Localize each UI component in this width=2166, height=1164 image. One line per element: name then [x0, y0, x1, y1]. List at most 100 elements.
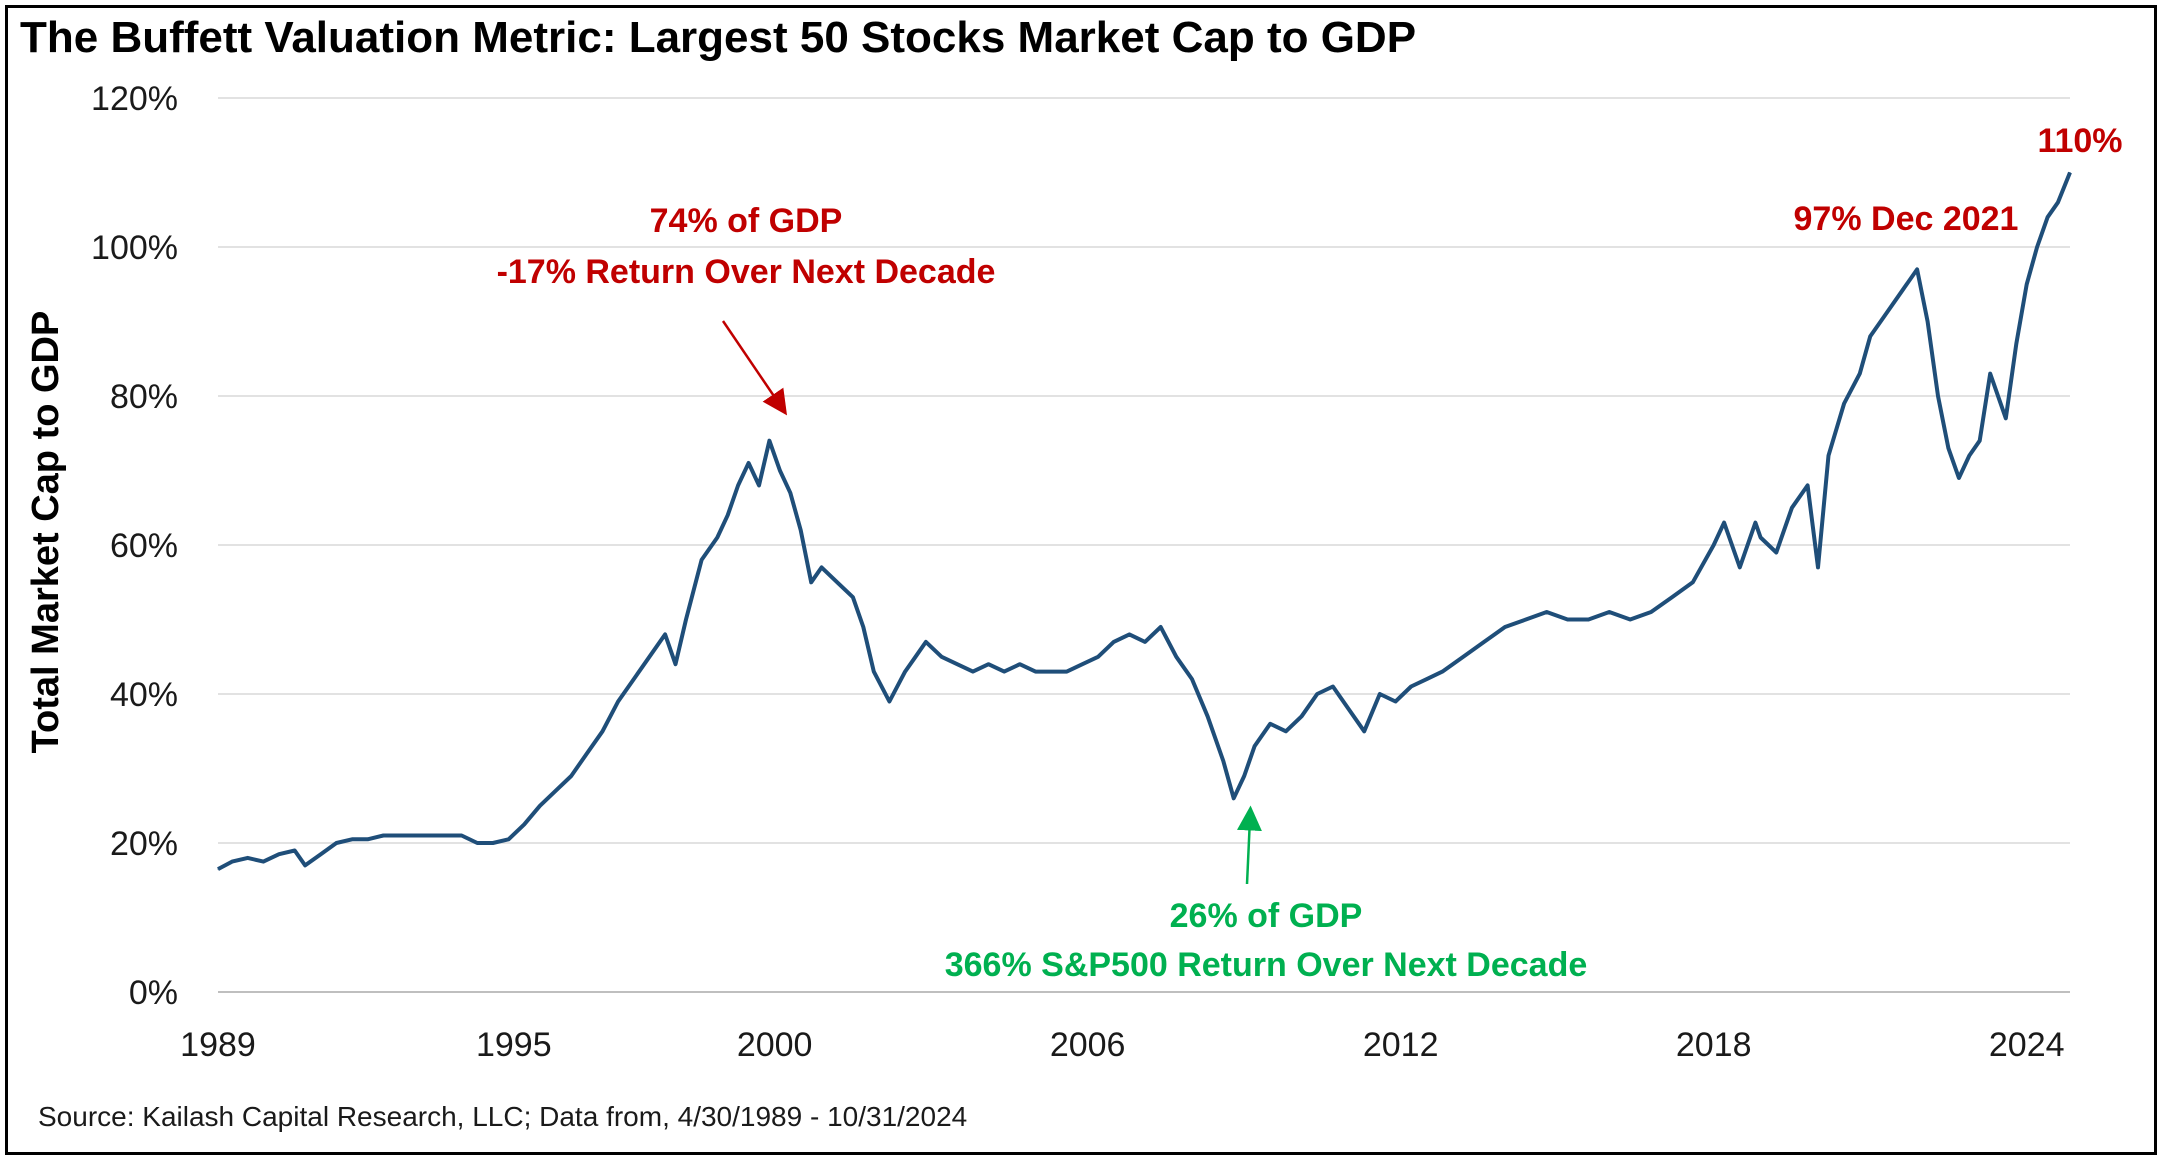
data-point [278, 853, 280, 855]
data-point [1410, 686, 1412, 687]
data-point [1301, 715, 1303, 717]
y-tick-label: 120% [91, 80, 178, 118]
data-point [1958, 477, 1960, 479]
y-tick-label: 20% [110, 825, 178, 863]
data-point [862, 626, 864, 628]
data-point [716, 537, 718, 538]
data-point [2015, 343, 2017, 345]
data-point [1144, 641, 1146, 643]
data-point [1937, 395, 1939, 397]
data-point [1207, 715, 1209, 717]
data-point [1760, 537, 1762, 538]
data-point [941, 656, 943, 658]
data-point [1348, 708, 1349, 710]
data-point [836, 581, 838, 583]
data-point [1713, 544, 1715, 546]
data-point [382, 835, 384, 836]
data-point [1916, 268, 1918, 270]
annotation-trough-line2: 366% S&P500 Return Over Next Decade [945, 946, 1588, 984]
data-point [821, 566, 823, 568]
data-point [304, 864, 306, 866]
data-point [701, 559, 703, 561]
data-point [1791, 507, 1793, 509]
y-axis-label: Total Market Cap to GDP [25, 311, 67, 754]
data-point [1233, 797, 1235, 799]
data-point [1754, 522, 1756, 524]
x-tick-label: 2024 [1989, 1026, 2065, 1064]
data-point [1160, 626, 1162, 628]
data-point [1191, 678, 1193, 680]
data-point [1269, 723, 1271, 725]
data-point [2005, 417, 2007, 419]
data-point [888, 701, 890, 702]
data-point [2036, 246, 2038, 248]
data-point [508, 838, 510, 840]
data-point [2047, 216, 2049, 218]
data-point [915, 656, 916, 658]
data-point [1650, 611, 1652, 613]
data-point [1379, 693, 1381, 695]
data-point [1003, 671, 1005, 673]
data-point [429, 835, 431, 836]
data-point [1869, 335, 1871, 337]
data-point [1097, 656, 1099, 658]
data-point [1243, 775, 1245, 777]
data-point [1885, 313, 1887, 315]
data-point [335, 842, 337, 844]
data-point [476, 842, 478, 844]
data-point [247, 857, 249, 859]
annotation-trough-arrow [1236, 805, 1262, 885]
data-point [1608, 611, 1610, 613]
data-point [1901, 291, 1902, 293]
annotation-peak-line1: 74% of GDP [650, 202, 843, 240]
annotation-trough-line1: 26% of GDP [1170, 897, 1363, 935]
x-tick-label: 1989 [180, 1026, 256, 1064]
data-point [586, 753, 588, 755]
data-point [988, 663, 989, 665]
x-tick-label: 2000 [737, 1026, 813, 1064]
y-tick-label: 40% [110, 676, 178, 714]
data-point [414, 835, 416, 836]
data-point [1426, 678, 1428, 680]
data-point [2026, 283, 2028, 285]
data-point [1285, 730, 1287, 732]
data-point [664, 633, 666, 635]
data-point [398, 835, 400, 836]
data-point [1989, 373, 1991, 375]
data-point [2069, 172, 2071, 173]
x-tick-label: 2018 [1676, 1026, 1752, 1064]
data-point [1927, 321, 1929, 322]
series-line [217, 171, 2072, 871]
data-point [1483, 641, 1485, 643]
data-point [1567, 619, 1569, 620]
data-point [1692, 581, 1694, 583]
data-point [1947, 447, 1949, 449]
data-point [685, 619, 687, 620]
data-point [675, 663, 676, 665]
annotation-peak-arrow [721, 320, 788, 416]
data-point [768, 440, 770, 442]
data-point [648, 656, 650, 658]
data-point [217, 868, 219, 870]
data-point [262, 861, 264, 863]
data-point [2057, 201, 2059, 203]
data-point [351, 838, 353, 840]
data-point [1817, 566, 1819, 568]
x-tick-label: 2012 [1363, 1026, 1439, 1064]
source-note: Source: Kailash Capital Research, LLC; D… [38, 1101, 967, 1132]
data-point [1629, 619, 1631, 620]
annotation-latest-110: 110% [2037, 122, 2122, 160]
data-point [1035, 671, 1036, 673]
data-point [1775, 552, 1777, 553]
data-point [231, 861, 233, 863]
data-point [1050, 671, 1052, 673]
x-tick-label: 2006 [1050, 1026, 1126, 1064]
y-tick-label: 60% [110, 527, 178, 565]
data-point [294, 850, 296, 851]
data-point [1222, 760, 1224, 762]
y-tick-label: 100% [91, 229, 178, 267]
data-point [1254, 745, 1256, 747]
data-point [1723, 522, 1725, 524]
data-point [539, 805, 541, 807]
